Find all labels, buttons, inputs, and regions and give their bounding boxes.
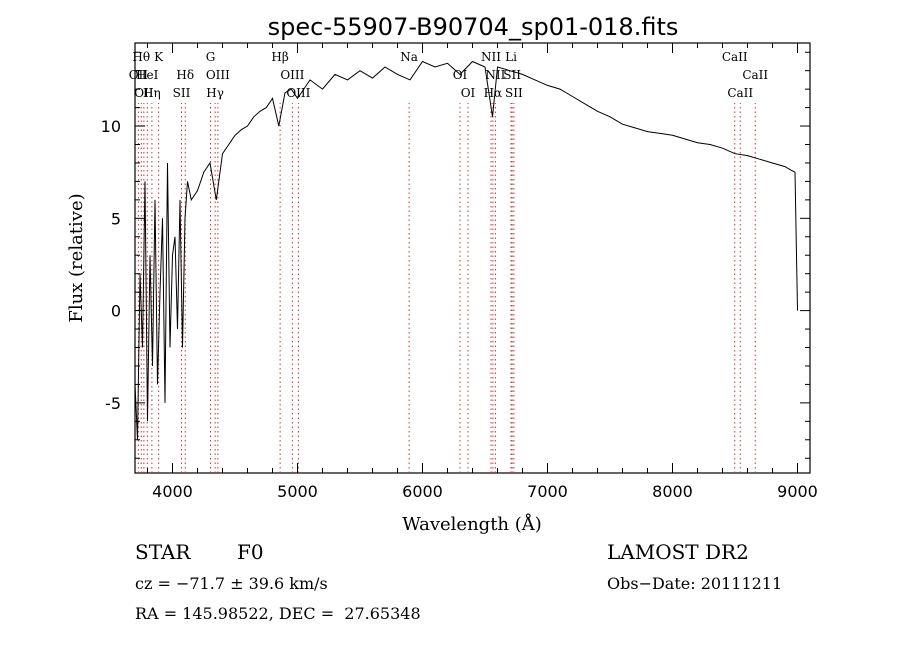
line-marker-label: Hβ (271, 50, 288, 64)
line-marker-label: OIII (280, 68, 304, 82)
line-marker-label: Hη (143, 86, 161, 100)
y-tick-label: 5 (111, 209, 121, 228)
y-tick-label: -5 (105, 394, 121, 413)
object-class: STAR (135, 540, 191, 564)
subclass: F0 (237, 540, 264, 564)
x-tick-label: 5000 (277, 482, 318, 501)
line-marker-label: Hγ (206, 86, 224, 100)
line-marker-label: K (154, 50, 164, 64)
redshift-cz: cz = −71.7 ± 39.6 km/s (135, 574, 328, 593)
y-tick-label: 0 (111, 302, 121, 321)
chart-title: spec-55907-B90704_sp01-018.fits (268, 13, 679, 41)
line-marker-label: SII (505, 86, 523, 100)
x-tick-label: 6000 (402, 482, 443, 501)
x-axis-label: Wavelength (Å) (402, 513, 542, 535)
plot-frame (134, 42, 811, 474)
line-marker-label: SII (503, 68, 521, 82)
line-marker-label: OIII (206, 68, 230, 82)
line-marker-label: OIII (286, 86, 310, 100)
x-axis: 4000 5000 6000 7000 8000 9000 (147, 43, 818, 501)
line-marker-label: G (206, 50, 216, 64)
x-tick-label: 4000 (152, 482, 193, 501)
x-tick-label: 7000 (527, 482, 568, 501)
x-tick-label: 9000 (777, 482, 818, 501)
line-marker-label: NII (481, 50, 501, 64)
line-marker-label: CaII (742, 68, 768, 82)
line-marker-label: Li (505, 50, 517, 64)
line-marker-label: Hθ (132, 50, 150, 64)
line-marker-label: OII (129, 68, 149, 82)
line-marker-label: NII (485, 68, 505, 82)
coordinates: RA = 145.98522, DEC = 27.65348 (135, 604, 421, 623)
line-marker-label: OI (461, 86, 476, 100)
line-marker-label: SII (173, 86, 191, 100)
line-marker-label: CaII (722, 50, 748, 64)
y-axis: -5 0 5 10 (101, 51, 810, 459)
spectral-line-markers: OIIHθOIIHeIHηKHδSIIGOIIIHγHβOIIIOIIINaOI… (129, 50, 768, 473)
survey-name: LAMOST DR2 (607, 540, 749, 564)
y-tick-label: 10 (101, 117, 121, 136)
line-marker-label: Hα (484, 86, 503, 100)
line-marker-label: HeI (136, 68, 159, 82)
spectrum-line (134, 60, 798, 440)
line-marker-label: Na (400, 50, 418, 64)
x-tick-label: 8000 (652, 482, 693, 501)
obs-date: Obs−Date: 20111211 (607, 574, 783, 593)
y-axis-label: Flux (relative) (66, 193, 87, 322)
line-marker-label: Hδ (176, 68, 194, 82)
line-marker-label: CaII (727, 86, 753, 100)
